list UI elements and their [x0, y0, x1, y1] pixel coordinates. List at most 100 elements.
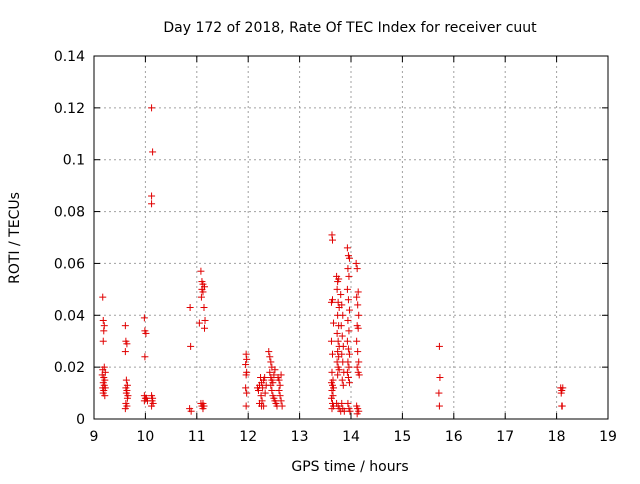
data-point: [200, 304, 208, 312]
data-point: [339, 311, 347, 319]
x-tick-label: 9: [90, 429, 99, 445]
data-points: [98, 104, 567, 418]
data-point: [354, 301, 362, 309]
data-point: [121, 322, 129, 330]
data-point: [242, 402, 250, 410]
x-tick-label: 14: [342, 429, 360, 445]
data-point: [338, 399, 346, 407]
data-point: [277, 371, 285, 379]
data-point: [345, 272, 353, 280]
y-tick-label: 0.02: [54, 360, 85, 376]
data-point: [195, 319, 203, 327]
data-point: [345, 254, 353, 262]
data-point: [435, 389, 443, 397]
data-point: [338, 332, 346, 340]
data-point: [267, 381, 275, 389]
data-point: [335, 366, 343, 374]
data-point: [338, 376, 346, 384]
x-tick-label: 15: [393, 429, 411, 445]
x-tick-label: 12: [239, 429, 257, 445]
data-point: [345, 363, 353, 371]
data-point: [354, 348, 362, 356]
data-point: [197, 267, 205, 275]
data-point: [559, 384, 567, 392]
data-point: [333, 285, 341, 293]
data-point: [345, 306, 353, 314]
data-point: [257, 392, 265, 400]
data-point: [243, 355, 251, 363]
x-tick-label: 18: [548, 429, 566, 445]
data-point: [339, 342, 347, 350]
data-point: [337, 322, 345, 330]
data-point: [242, 371, 250, 379]
data-point: [100, 322, 108, 330]
data-point: [140, 314, 148, 322]
data-point: [123, 340, 131, 348]
data-point: [199, 288, 207, 296]
data-point: [254, 386, 262, 394]
y-tick-label: 0: [76, 412, 85, 428]
data-point: [148, 192, 156, 200]
data-point: [353, 363, 361, 371]
data-point: [277, 397, 285, 405]
data-point: [343, 368, 351, 376]
data-point: [261, 374, 269, 382]
data-point: [338, 301, 346, 309]
data-point: [355, 311, 363, 319]
data-point: [354, 324, 362, 332]
x-tick-label: 13: [291, 429, 309, 445]
data-point: [270, 371, 278, 379]
data-point: [334, 337, 342, 345]
data-point: [344, 345, 352, 353]
data-point: [343, 285, 351, 293]
data-point: [344, 399, 352, 407]
data-point: [343, 244, 351, 252]
data-point: [435, 402, 443, 410]
data-point: [265, 348, 273, 356]
data-point: [201, 324, 209, 332]
data-point: [187, 407, 195, 415]
data-point: [328, 368, 336, 376]
data-point: [121, 348, 129, 356]
data-point: [100, 327, 108, 335]
data-point: [275, 376, 283, 384]
data-point: [353, 265, 361, 273]
chart-title: Day 172 of 2018, Rate Of TEC Index for r…: [163, 20, 537, 36]
data-point: [142, 329, 150, 337]
data-point: [333, 329, 341, 337]
data-point: [328, 231, 336, 239]
data-point: [266, 353, 274, 361]
data-point: [343, 337, 351, 345]
data-point: [276, 381, 284, 389]
data-point: [242, 350, 250, 358]
data-point: [242, 361, 250, 369]
data-point: [140, 397, 148, 405]
data-point: [338, 350, 346, 358]
data-point: [141, 353, 149, 361]
data-point: [344, 296, 352, 304]
data-point: [187, 342, 195, 350]
data-point: [259, 384, 267, 392]
axis-layer: 9 10 11 12 13 14 15 16 17 18 19 0 0.02 0.04 0.06 0.08 0.…: [54, 49, 617, 445]
x-tick-label: 11: [188, 429, 206, 445]
data-point: [355, 371, 363, 379]
y-tick-label: 0.14: [54, 49, 85, 65]
data-point: [334, 298, 342, 306]
data-point: [436, 374, 444, 382]
data-point: [344, 358, 352, 366]
data-point: [266, 368, 274, 376]
data-point: [148, 104, 156, 112]
data-point: [344, 265, 352, 273]
data-point: [199, 405, 207, 413]
data-point: [123, 394, 131, 402]
data-point: [334, 371, 342, 379]
data-point: [148, 402, 156, 410]
data-point: [353, 410, 361, 418]
data-point: [328, 386, 336, 394]
data-point: [122, 376, 130, 384]
data-point: [242, 384, 250, 392]
data-point: [558, 402, 566, 410]
data-point: [328, 350, 336, 358]
